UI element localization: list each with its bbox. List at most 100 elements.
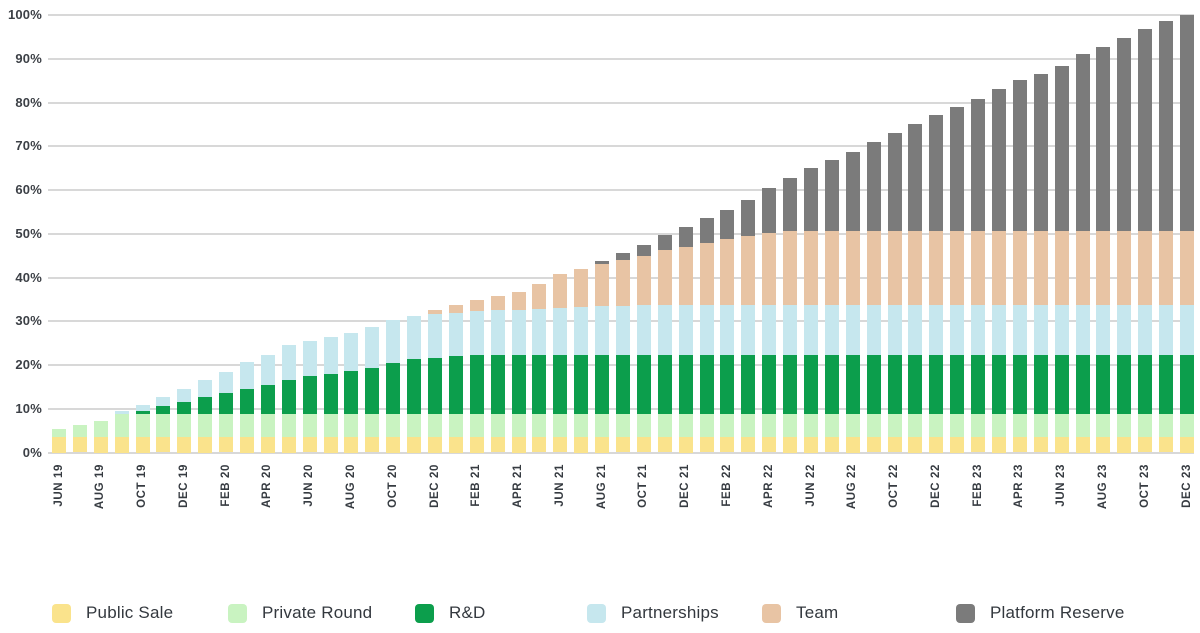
bar-segment-public-sale[interactable] xyxy=(344,437,359,453)
bar-segment-partnerships[interactable] xyxy=(845,305,860,356)
bar-segment-public-sale[interactable] xyxy=(657,437,672,453)
bar-segment-private-round[interactable] xyxy=(344,414,359,438)
bar-segment-r-d[interactable] xyxy=(950,355,965,415)
bar-segment-private-round[interactable] xyxy=(804,414,818,438)
bar-segment-private-round[interactable] xyxy=(469,414,484,438)
bar-segment-team[interactable] xyxy=(971,230,986,306)
bar-segment-r-d[interactable] xyxy=(636,355,651,415)
bar-mar-21[interactable] xyxy=(490,296,505,453)
bar-segment-r-d[interactable] xyxy=(198,397,213,415)
bar-segment-platform-reserve[interactable] xyxy=(657,235,672,251)
bar-segment-r-d[interactable] xyxy=(741,355,756,415)
bar-segment-public-sale[interactable] xyxy=(741,437,756,453)
bar-segment-r-d[interactable] xyxy=(1054,355,1069,415)
bar-nov-22[interactable] xyxy=(908,124,923,453)
bar-segment-team[interactable] xyxy=(845,230,860,306)
bar-mar-22[interactable] xyxy=(741,200,756,453)
bar-segment-partnerships[interactable] xyxy=(386,320,401,363)
bar-mar-23[interactable] xyxy=(992,89,1006,453)
bar-segment-team[interactable] xyxy=(908,230,923,306)
bar-apr-20[interactable] xyxy=(260,354,275,453)
legend-item-team[interactable]: Team xyxy=(762,603,838,623)
bar-segment-partnerships[interactable] xyxy=(783,305,798,356)
bar-segment-private-round[interactable] xyxy=(950,414,965,438)
bar-segment-team[interactable] xyxy=(1159,230,1174,306)
bar-segment-private-round[interactable] xyxy=(887,414,902,438)
bar-segment-private-round[interactable] xyxy=(114,414,129,438)
bar-segment-public-sale[interactable] xyxy=(616,437,630,453)
bar-segment-partnerships[interactable] xyxy=(156,396,171,407)
bar-segment-platform-reserve[interactable] xyxy=(678,226,693,247)
bar-segment-r-d[interactable] xyxy=(1012,355,1027,415)
bar-segment-team[interactable] xyxy=(678,246,693,306)
bar-segment-public-sale[interactable] xyxy=(93,437,108,453)
bar-feb-22[interactable] xyxy=(720,210,735,453)
bar-dec-23[interactable] xyxy=(1180,15,1194,453)
bar-segment-r-d[interactable] xyxy=(490,355,505,415)
bar-segment-platform-reserve[interactable] xyxy=(845,151,860,231)
bar-segment-team[interactable] xyxy=(532,284,547,310)
bar-segment-r-d[interactable] xyxy=(1096,355,1111,415)
bar-segment-team[interactable] xyxy=(490,296,505,311)
bar-jan-21[interactable] xyxy=(448,304,463,453)
bar-segment-private-round[interactable] xyxy=(198,414,213,438)
bar-segment-partnerships[interactable] xyxy=(992,305,1006,356)
bar-segment-private-round[interactable] xyxy=(553,414,568,438)
bar-segment-public-sale[interactable] xyxy=(1138,437,1153,453)
bar-segment-r-d[interactable] xyxy=(219,393,234,415)
bar-segment-private-round[interactable] xyxy=(1075,414,1090,438)
bar-segment-team[interactable] xyxy=(595,264,610,307)
bar-segment-public-sale[interactable] xyxy=(1012,437,1027,453)
bar-segment-team[interactable] xyxy=(428,309,442,315)
bar-segment-r-d[interactable] xyxy=(720,355,735,415)
bar-segment-partnerships[interactable] xyxy=(344,332,359,372)
bar-nov-21[interactable] xyxy=(657,235,672,453)
bar-segment-platform-reserve[interactable] xyxy=(824,159,839,231)
bar-segment-private-round[interactable] xyxy=(929,414,944,438)
bar-segment-team[interactable] xyxy=(950,230,965,306)
bar-nov-19[interactable] xyxy=(156,396,171,453)
bar-jul-19[interactable] xyxy=(72,424,87,453)
bar-segment-platform-reserve[interactable] xyxy=(595,260,610,265)
bar-segment-public-sale[interactable] xyxy=(407,437,422,453)
bar-jun-22[interactable] xyxy=(804,168,818,453)
bar-segment-r-d[interactable] xyxy=(1033,355,1048,415)
bar-segment-r-d[interactable] xyxy=(323,373,338,415)
bar-segment-public-sale[interactable] xyxy=(1159,437,1174,453)
bar-segment-partnerships[interactable] xyxy=(741,305,756,356)
bar-segment-r-d[interactable] xyxy=(1075,355,1090,415)
bar-segment-public-sale[interactable] xyxy=(469,437,484,453)
bar-jul-20[interactable] xyxy=(323,337,338,453)
bar-segment-private-round[interactable] xyxy=(177,414,192,438)
bar-segment-team[interactable] xyxy=(741,235,756,306)
bar-jun-21[interactable] xyxy=(553,274,568,453)
bar-segment-r-d[interactable] xyxy=(699,355,714,415)
bar-segment-public-sale[interactable] xyxy=(281,437,296,453)
bar-segment-team[interactable] xyxy=(1180,230,1194,306)
bar-segment-private-round[interactable] xyxy=(532,414,547,438)
bar-segment-r-d[interactable] xyxy=(1159,355,1174,415)
bar-segment-r-d[interactable] xyxy=(595,355,610,415)
bar-segment-private-round[interactable] xyxy=(135,414,150,438)
bar-segment-private-round[interactable] xyxy=(219,414,234,438)
bar-segment-private-round[interactable] xyxy=(1033,414,1048,438)
bar-segment-r-d[interactable] xyxy=(783,355,798,415)
bar-oct-22[interactable] xyxy=(887,132,902,453)
bar-segment-r-d[interactable] xyxy=(866,355,881,415)
bar-segment-r-d[interactable] xyxy=(532,355,547,415)
bar-segment-private-round[interactable] xyxy=(428,414,442,438)
bar-jul-21[interactable] xyxy=(574,268,589,453)
bar-segment-r-d[interactable] xyxy=(177,401,192,415)
bar-segment-private-round[interactable] xyxy=(72,424,87,438)
bar-sep-19[interactable] xyxy=(114,410,129,453)
bar-segment-partnerships[interactable] xyxy=(114,410,129,415)
bar-segment-r-d[interactable] xyxy=(616,355,630,415)
bar-segment-private-round[interactable] xyxy=(407,414,422,438)
bar-segment-r-d[interactable] xyxy=(992,355,1006,415)
bar-jul-22[interactable] xyxy=(824,159,839,453)
bar-segment-private-round[interactable] xyxy=(574,414,589,438)
bar-segment-public-sale[interactable] xyxy=(678,437,693,453)
bar-segment-platform-reserve[interactable] xyxy=(950,106,965,231)
bar-segment-partnerships[interactable] xyxy=(511,309,526,356)
bar-segment-r-d[interactable] xyxy=(469,355,484,415)
